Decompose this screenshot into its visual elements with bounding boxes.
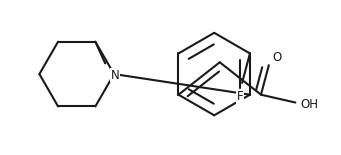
Text: F: F	[237, 90, 243, 103]
Text: OH: OH	[300, 98, 318, 111]
Text: N: N	[110, 69, 119, 82]
Text: O: O	[272, 51, 281, 64]
